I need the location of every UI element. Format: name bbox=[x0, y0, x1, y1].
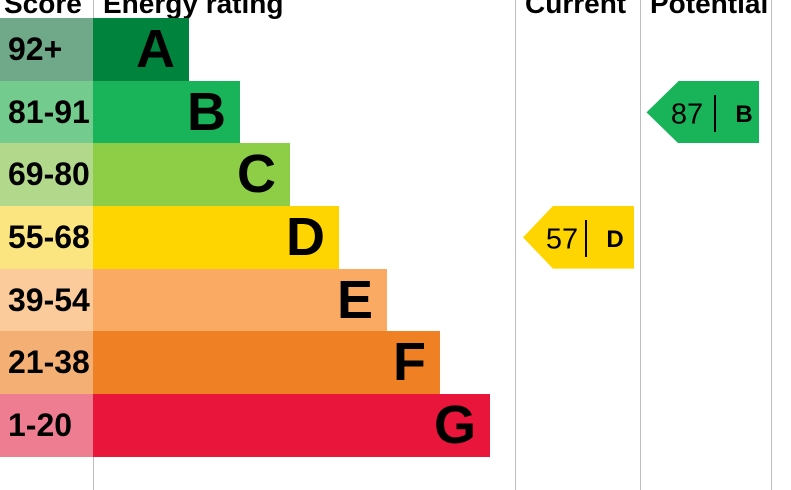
svg-text:D: D bbox=[606, 226, 623, 253]
svg-text:57: 57 bbox=[546, 223, 578, 255]
svg-text:87: 87 bbox=[671, 98, 703, 130]
svg-text:B: B bbox=[735, 101, 752, 128]
